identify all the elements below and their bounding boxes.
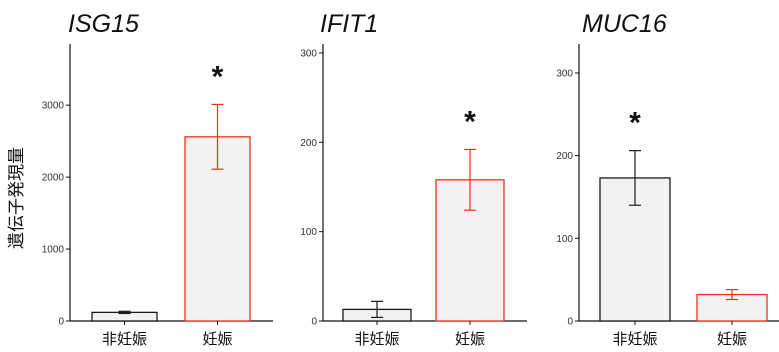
panel-1-y-tick-label: 0	[58, 317, 64, 328]
panel-1-category-label-1: 非妊娠	[102, 330, 147, 348]
panel-1-y-tick-label: 3000	[42, 101, 65, 112]
panel-1-title: ISG15	[68, 10, 139, 38]
panel-3-y-tick-label: 0	[567, 317, 573, 328]
y-axis-label: 遺伝子発現量	[7, 147, 27, 249]
panel-1-significance-marker: *	[212, 60, 224, 93]
panel-2-y-tick-label: 100	[300, 227, 317, 238]
panel-2-category-label-2: 妊娠	[455, 330, 485, 348]
panel-2-title: IFIT1	[320, 10, 378, 38]
panel-3-category-label-2: 妊娠	[717, 330, 747, 348]
panel-1-y-tick-label: 2000	[42, 173, 65, 184]
panel-3-y-tick-label: 200	[556, 151, 573, 162]
panel-1-category-label-2: 妊娠	[202, 330, 232, 348]
panel-2-y-tick-label: 300	[300, 48, 317, 59]
panel-3-title: MUC16	[582, 10, 667, 38]
panel-2-significance-marker: *	[464, 105, 476, 138]
panel-2-y-tick-label: 0	[311, 317, 317, 328]
panel-3-y-tick-label: 300	[556, 68, 573, 79]
panel-2-category-label-1: 非妊娠	[354, 330, 399, 348]
panel-3-y-tick-label: 100	[556, 234, 573, 245]
panel-3-significance-marker: *	[629, 107, 641, 140]
panel-2-y-tick-label: 200	[300, 138, 317, 149]
panel-1-y-tick-label: 1000	[42, 245, 65, 256]
panel-3-category-label-1: 非妊娠	[612, 330, 657, 348]
